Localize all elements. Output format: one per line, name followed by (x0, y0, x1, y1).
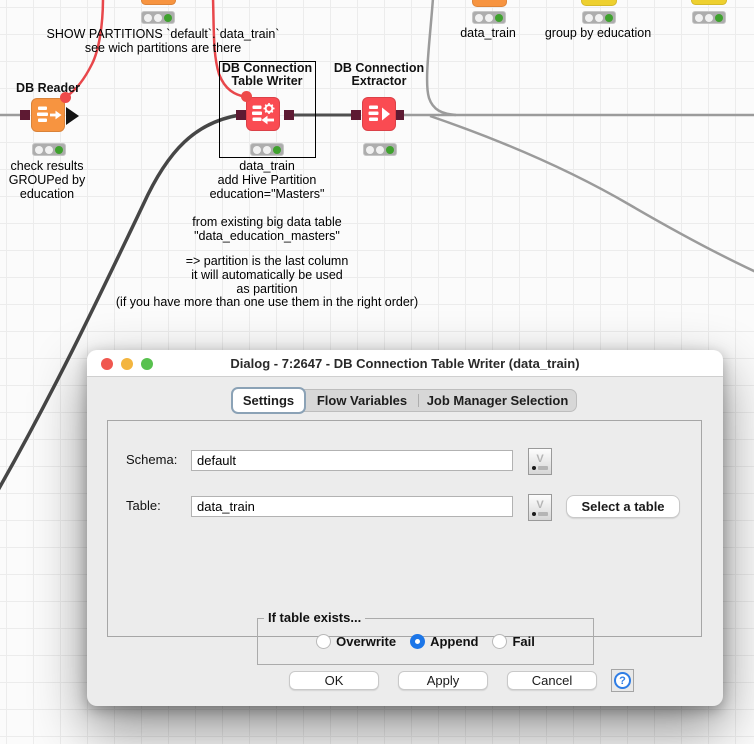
apply-button[interactable]: Apply (398, 671, 488, 690)
help-button[interactable]: ? (611, 669, 634, 692)
traffic-light-table-writer (250, 143, 284, 156)
if-table-exists-groupbox: If table exists... Overwrite Append Fail (257, 610, 594, 665)
annotation-writer-note-b: from existing big data table "data_educa… (192, 215, 342, 243)
schema-label: Schema: (126, 452, 178, 467)
dialog-titlebar[interactable]: Dialog - 7:2647 - DB Connection Table Wr… (87, 350, 723, 377)
window-minimize-button[interactable] (121, 358, 133, 370)
cancel-button[interactable]: Cancel (507, 671, 597, 690)
dialog-window: Dialog - 7:2647 - DB Connection Table Wr… (87, 350, 723, 706)
annotation-writer-note-a: data_train add Hive Partition education=… (209, 159, 325, 201)
annotation-db-reader-note: check results GROUPed by education (8, 159, 86, 201)
traffic-light-group-by (582, 11, 616, 24)
schema-flow-variable-button[interactable]: V (528, 448, 552, 475)
node-title-db-reader: DB Reader (16, 81, 80, 95)
db-reader-input-port[interactable] (20, 110, 30, 120)
node-label-data-train: data_train (460, 26, 516, 40)
flow-variable-dash (538, 511, 548, 516)
traffic-light-extractor (363, 143, 397, 156)
groupbox-title: If table exists... (264, 610, 366, 625)
select-a-table-button[interactable]: Select a table (566, 495, 680, 518)
table-label: Table: (126, 498, 161, 513)
table-input[interactable] (191, 496, 513, 517)
node-title-extractor: DB Connection Extractor (333, 61, 425, 88)
db-reader-flowvar-dot[interactable] (60, 92, 71, 103)
tab-job-manager-selection[interactable]: Job Manager Selection (426, 393, 569, 408)
radio-option-fail[interactable]: Fail (492, 634, 535, 649)
partial-node-data-train[interactable] (472, 0, 507, 7)
radio-fail[interactable] (492, 634, 508, 649)
window-close-button[interactable] (101, 358, 113, 370)
flow-variable-v-glyph: V (536, 452, 544, 465)
radio-option-overwrite[interactable]: Overwrite (316, 634, 396, 649)
selection-rectangle (219, 61, 316, 158)
help-question-icon: ? (614, 672, 631, 689)
table-writer-flowvar-dot[interactable] (241, 91, 252, 102)
traffic-light-yellow-right (692, 11, 726, 24)
table-writer-output-port[interactable] (284, 110, 294, 120)
partial-node-group-by[interactable] (581, 0, 617, 6)
radio-overwrite[interactable] (316, 634, 332, 649)
schema-input[interactable] (191, 450, 513, 471)
traffic-light-db-reader (32, 143, 66, 156)
flow-variable-dot (532, 511, 536, 516)
window-zoom-button[interactable] (141, 358, 153, 370)
radio-option-append[interactable]: Append (410, 634, 478, 649)
tab-separator (418, 394, 419, 407)
table-writer-icon (252, 103, 275, 125)
extractor-output-port[interactable] (394, 110, 404, 120)
annotation-show-partitions: SHOW PARTITIONS `default`.`data_train` s… (46, 27, 280, 55)
extractor-icon (368, 105, 390, 121)
db-reader-output-port[interactable] (66, 107, 79, 125)
table-writer-input-port[interactable] (236, 110, 246, 120)
table-flow-variable-button[interactable]: V (528, 494, 552, 521)
flow-variable-dash (538, 465, 548, 470)
traffic-light-show-partitions (141, 11, 175, 24)
dialog-title: Dialog - 7:2647 - DB Connection Table Wr… (230, 356, 580, 371)
settings-panel: Schema: V Table: V Select a table If tab… (107, 420, 702, 665)
tab-flow-variables[interactable]: Flow Variables (316, 393, 408, 408)
node-label-group-by-education: group by education (544, 26, 652, 40)
radio-row: Overwrite Append Fail (258, 634, 593, 649)
traffic-light-data-train (472, 11, 506, 24)
partial-node-show-partitions[interactable] (141, 0, 176, 5)
partial-node-yellow-right[interactable] (691, 0, 727, 5)
extractor-input-port[interactable] (351, 110, 361, 120)
flow-variable-v-glyph: V (536, 498, 544, 511)
db-reader-icon (37, 106, 62, 122)
extractor-node[interactable] (362, 97, 396, 131)
ok-button[interactable]: OK (289, 671, 379, 690)
table-writer-node[interactable] (246, 97, 280, 131)
flow-variable-dot (532, 465, 536, 470)
radio-append[interactable] (410, 634, 426, 649)
tab-settings[interactable]: Settings (231, 387, 306, 414)
annotation-writer-note-c: => partition is the last column it will … (115, 254, 419, 310)
node-title-table-writer: DB Connection Table Writer (221, 61, 313, 88)
dialog-tabbar: Settings Flow Variables Job Manager Sele… (231, 387, 577, 414)
db-reader-node[interactable] (31, 98, 65, 132)
